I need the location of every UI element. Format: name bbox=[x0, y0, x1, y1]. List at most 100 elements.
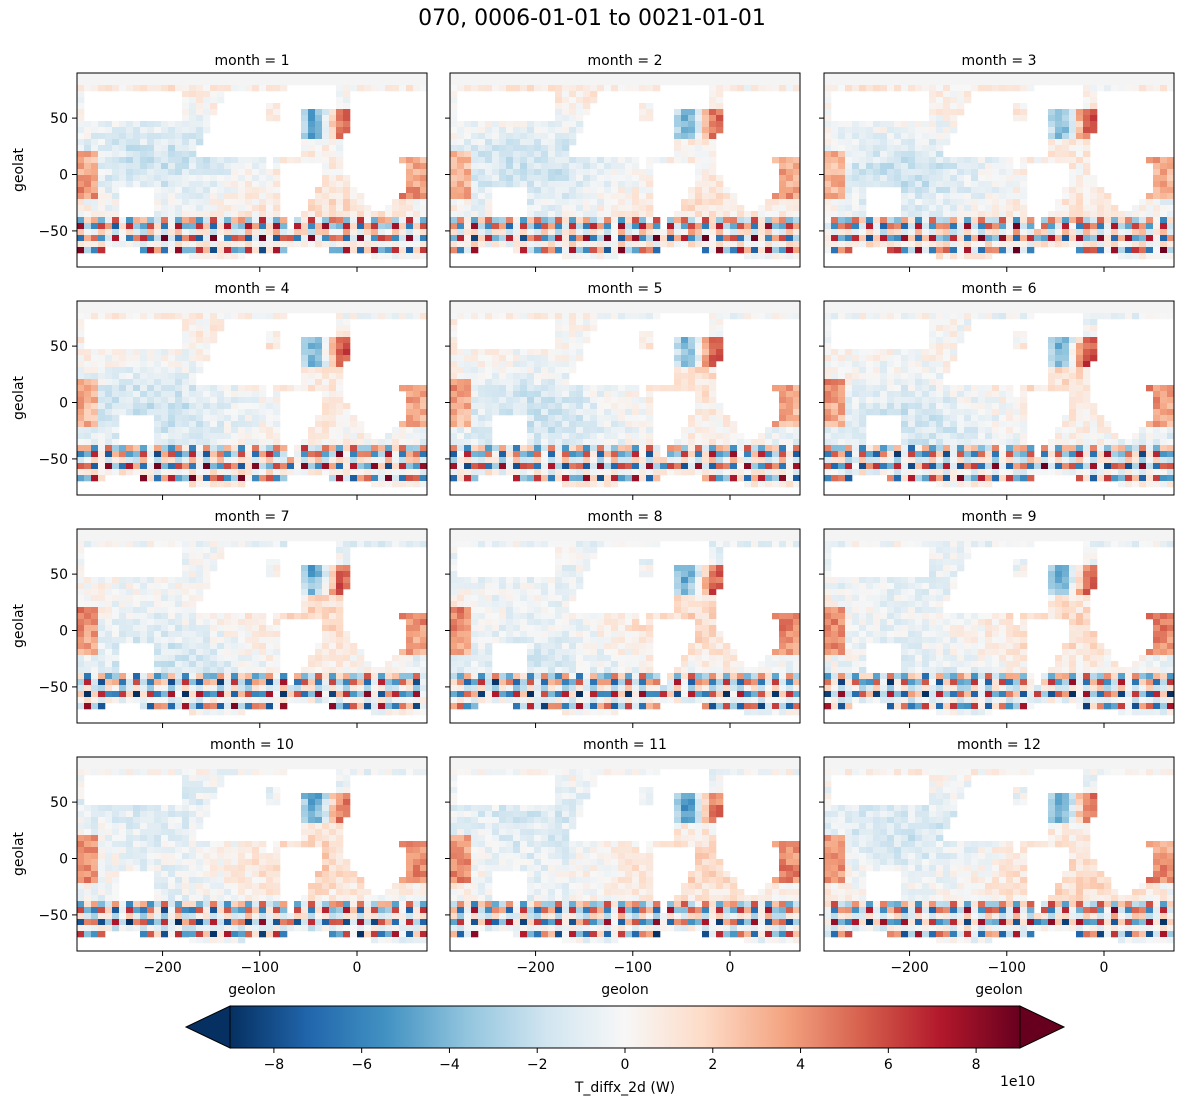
heatmap-cell bbox=[315, 361, 323, 368]
heatmap-cell bbox=[336, 379, 344, 386]
heatmap-cell bbox=[413, 79, 421, 86]
heatmap-cell bbox=[154, 79, 162, 86]
heatmap-cell bbox=[364, 85, 372, 92]
heatmap-cell bbox=[485, 175, 493, 182]
heatmap-cell bbox=[1076, 79, 1084, 86]
heatmap-cell bbox=[175, 79, 183, 86]
heatmap-cell bbox=[999, 247, 1007, 254]
heatmap-cell bbox=[168, 205, 176, 212]
heatmap-cell bbox=[604, 301, 612, 308]
heatmap-cell bbox=[831, 217, 839, 224]
heatmap-cell bbox=[880, 151, 888, 158]
heatmap-cell bbox=[779, 451, 787, 458]
heatmap-cell bbox=[786, 397, 794, 404]
heatmap-cell bbox=[569, 427, 577, 434]
heatmap-cell bbox=[231, 73, 239, 80]
heatmap-cell bbox=[653, 229, 661, 236]
heatmap-cell bbox=[238, 229, 246, 236]
heatmap-cell bbox=[413, 193, 421, 200]
heatmap-cell bbox=[548, 235, 556, 242]
heatmap-cell bbox=[189, 355, 197, 362]
heatmap-cell bbox=[527, 403, 535, 410]
heatmap-cell bbox=[385, 475, 393, 482]
heatmap-cell bbox=[231, 199, 239, 206]
heatmap-cell bbox=[392, 217, 400, 224]
heatmap-cell bbox=[112, 433, 120, 440]
heatmap-cell bbox=[308, 361, 316, 368]
heatmap-cell bbox=[464, 427, 472, 434]
heatmap-cell bbox=[84, 187, 92, 194]
heatmap-cell bbox=[978, 157, 986, 164]
heatmap-cell bbox=[478, 181, 486, 188]
heatmap-cell bbox=[147, 79, 155, 86]
heatmap-cell bbox=[266, 313, 274, 320]
heatmap-cell bbox=[112, 391, 120, 398]
heatmap-cell bbox=[604, 403, 612, 410]
heatmap-cell bbox=[702, 151, 710, 158]
heatmap-cell bbox=[485, 313, 493, 320]
heatmap-cell bbox=[1069, 229, 1077, 236]
heatmap-cell bbox=[618, 217, 626, 224]
heatmap-cell bbox=[555, 433, 563, 440]
heatmap-cell bbox=[1167, 187, 1175, 194]
heatmap-cell bbox=[639, 247, 647, 254]
heatmap-cell bbox=[730, 313, 738, 320]
heatmap-cell bbox=[210, 97, 218, 104]
heatmap-cell bbox=[322, 349, 330, 356]
heatmap-cell bbox=[471, 223, 479, 230]
heatmap-cell bbox=[1062, 121, 1070, 128]
heatmap-cell bbox=[520, 385, 528, 392]
heatmap-cell bbox=[894, 241, 902, 248]
heatmap-cell bbox=[992, 211, 1000, 218]
heatmap-cell bbox=[154, 133, 162, 140]
heatmap-cell bbox=[175, 307, 183, 314]
heatmap-cell bbox=[492, 79, 500, 86]
heatmap-cell bbox=[406, 205, 414, 212]
heatmap-cell bbox=[119, 409, 127, 416]
heatmap-cell bbox=[98, 133, 106, 140]
heatmap-cell bbox=[667, 229, 675, 236]
heatmap-cell bbox=[457, 73, 465, 80]
heatmap-cell bbox=[147, 73, 155, 80]
heatmap-cell bbox=[880, 127, 888, 134]
heatmap-cell bbox=[859, 79, 867, 86]
heatmap-cell bbox=[611, 211, 619, 218]
heatmap-cell bbox=[576, 223, 584, 230]
heatmap-cell bbox=[527, 205, 535, 212]
heatmap-cell bbox=[695, 451, 703, 458]
heatmap-cell bbox=[541, 73, 549, 80]
heatmap-cell bbox=[189, 229, 197, 236]
heatmap-cell bbox=[1097, 235, 1105, 242]
heatmap-cell bbox=[385, 223, 393, 230]
heatmap-cell bbox=[119, 241, 127, 248]
y-tick-label: 0 bbox=[59, 168, 68, 184]
heatmap-cell bbox=[280, 445, 288, 452]
heatmap-cell bbox=[485, 193, 493, 200]
heatmap-cell bbox=[583, 163, 591, 170]
heatmap-cell bbox=[772, 217, 780, 224]
heatmap-cell bbox=[154, 235, 162, 242]
heatmap-cell bbox=[513, 163, 521, 170]
heatmap-cell bbox=[852, 217, 860, 224]
y-tick-label: 0 bbox=[59, 396, 68, 412]
heatmap-cell bbox=[385, 433, 393, 440]
heatmap-cell bbox=[1083, 151, 1091, 158]
heatmap-cell bbox=[1111, 241, 1119, 248]
heatmap-cell bbox=[838, 145, 846, 152]
heatmap-cell bbox=[105, 211, 113, 218]
heatmap-cell bbox=[695, 127, 703, 134]
heatmap-cell bbox=[1090, 73, 1098, 80]
facet-panel-month-3: month = 3 bbox=[819, 53, 1175, 272]
heatmap-cell bbox=[224, 475, 232, 482]
heatmap-cell bbox=[420, 313, 428, 320]
heatmap-cell bbox=[590, 169, 598, 176]
heatmap-cell bbox=[950, 85, 958, 92]
heatmap-cell bbox=[231, 475, 239, 482]
heatmap-cell bbox=[420, 463, 428, 470]
heatmap-cell bbox=[196, 103, 204, 110]
heatmap-cell bbox=[499, 223, 507, 230]
heatmap-cell bbox=[84, 367, 92, 374]
heatmap-cell bbox=[527, 145, 535, 152]
heatmap-cell bbox=[765, 85, 773, 92]
heatmap-cell bbox=[541, 373, 549, 380]
